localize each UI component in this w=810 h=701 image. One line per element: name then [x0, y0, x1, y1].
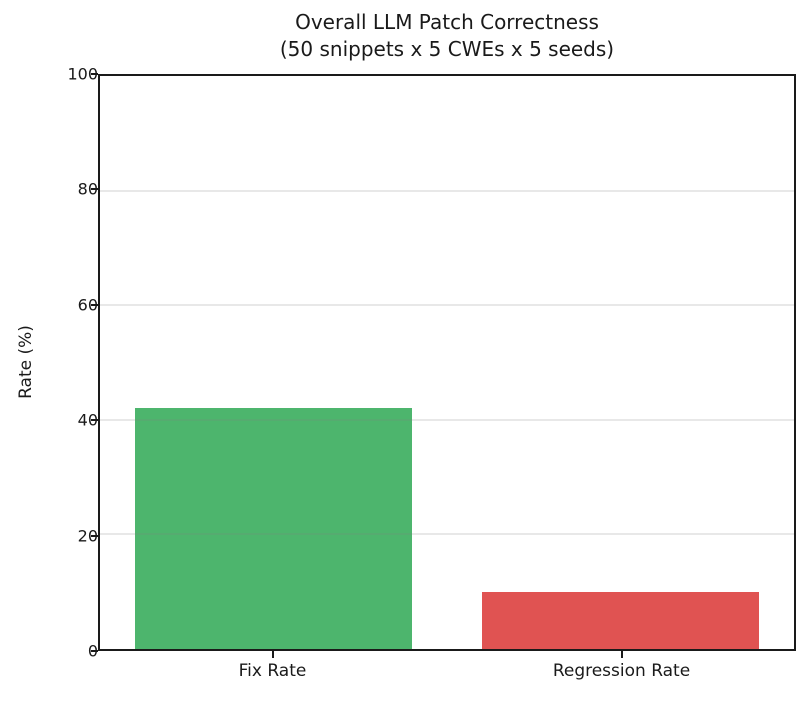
y-tick-label-40: 40	[77, 410, 98, 430]
chart-title-line1: Overall LLM Patch Correctness	[295, 10, 599, 34]
y-tick-mark-100	[91, 73, 98, 75]
y-tick-mark-40	[91, 419, 98, 422]
y-tick-label-0: 0	[87, 641, 98, 661]
y-tick-label-60: 60	[77, 295, 98, 315]
gridline-y-80	[100, 189, 794, 192]
gridline-y-60	[100, 304, 794, 307]
y-axis-label: Rate (%)	[16, 325, 36, 399]
x-tick-mark-fix-rate	[271, 651, 274, 658]
x-tick-label-fix-rate: Fix Rate	[238, 661, 307, 681]
y-tick-mark-60	[91, 303, 98, 306]
x-tick-label-regression-rate: Regression Rate	[552, 661, 691, 681]
gridline-y-40	[100, 418, 794, 421]
y-tick-label-100: 100	[67, 64, 98, 84]
y-tick-mark-80	[91, 188, 98, 191]
bar-regression-rate	[481, 591, 760, 649]
gridline-y-20	[100, 533, 794, 536]
y-tick-mark-20	[91, 534, 98, 537]
y-tick-label-80: 80	[77, 179, 98, 199]
y-tick-mark-0	[91, 650, 98, 652]
bar-fix-rate	[134, 408, 413, 649]
y-tick-label-20: 20	[77, 526, 98, 546]
x-tick-mark-regression-rate	[620, 651, 623, 658]
plot-area	[98, 74, 796, 651]
chart-title: Overall LLM Patch Correctness (50 snippe…	[98, 9, 796, 63]
chart-title-line2: (50 snippets x 5 CWEs x 5 seeds)	[279, 37, 615, 61]
